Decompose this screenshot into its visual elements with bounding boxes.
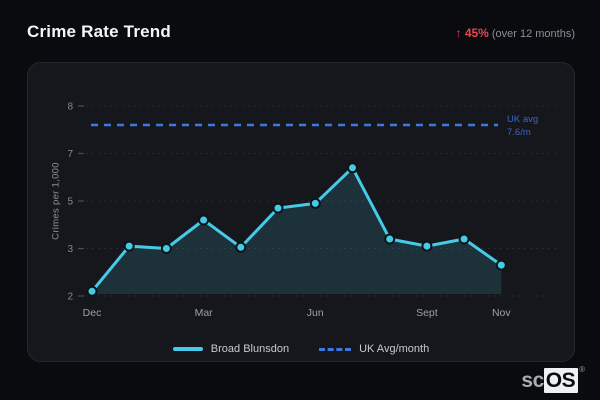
page-title: Crime Rate Trend (27, 22, 171, 41)
series-line (90, 166, 503, 293)
data-point-sept (421, 240, 433, 252)
data-point-jun (309, 197, 321, 209)
uk-avg-annotation: 7.6/m (507, 127, 531, 138)
data-point-jul (347, 162, 358, 174)
chart-legend: Broad Blunsdon UK Avg/month (28, 343, 574, 355)
data-point-mar (198, 214, 210, 226)
trend-stat: ↑ 45% (over 12 months) (455, 26, 575, 40)
y-tick-label: 2 (67, 292, 73, 303)
uk-avg-annotation: UK avg (507, 114, 538, 125)
data-point-aug (384, 233, 396, 245)
series-line-swatch-icon (172, 347, 203, 351)
legend-item-uk-avg: UK Avg/month (319, 343, 429, 355)
trend-up-value: ↑ 45% (455, 26, 489, 40)
y-tick-label: 8 (67, 102, 73, 113)
series-area (92, 167, 502, 294)
header: Crime Rate Trend ↑ 45% (over 12 months) (27, 22, 575, 42)
data-point-apr (235, 241, 247, 253)
data-point-oct (458, 233, 470, 245)
trend-caption: (over 12 months) (491, 28, 575, 40)
crime-trend-chart: 2 3 5 7 8 Dec Mar Jun Sept Nov UK avg 7.6/m (67, 102, 558, 319)
legend-item-broad-blunsdon: Broad Blunsdon (172, 343, 290, 355)
y-axis-title: Crimes per 1,000 (50, 162, 62, 240)
x-tick-label: Dec (83, 307, 102, 319)
chart-card: 2 3 5 7 8 Dec Mar Jun Sept Nov UK avg 7.6/m Crimes … (27, 62, 575, 362)
scos-logo: scOS ® (521, 366, 585, 393)
x-tick-label: Nov (492, 307, 511, 319)
y-tick-label: 7 (67, 149, 73, 160)
x-tick-label: Sept (416, 307, 438, 319)
data-point-dec (86, 285, 98, 297)
x-tick-label: Mar (195, 307, 214, 319)
x-tick-label: Jun (307, 307, 324, 319)
legend-label: UK Avg/month (359, 343, 430, 355)
data-point-may (272, 202, 284, 214)
y-tick-label: 3 (67, 244, 73, 255)
data-point-jan (123, 240, 135, 252)
data-point-nov (495, 259, 507, 271)
legend-label: Broad Blunsdon (210, 343, 290, 355)
logo-suffix: OS (543, 368, 579, 393)
y-tick-label: 5 (67, 197, 73, 208)
logo-prefix: sc (521, 369, 544, 392)
reference-dash-swatch-icon (319, 347, 352, 351)
registered-mark-icon: ® (579, 365, 585, 374)
data-point-feb (160, 243, 172, 254)
